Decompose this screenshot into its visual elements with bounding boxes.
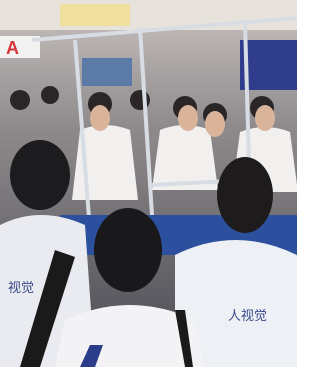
banner bbox=[60, 4, 130, 26]
shirt-text: 视觉 bbox=[8, 281, 34, 296]
head-left bbox=[10, 140, 70, 210]
photo: A 视觉 人视觉 bbox=[0, 0, 297, 367]
screen bbox=[82, 58, 132, 86]
ceiling bbox=[0, 0, 297, 30]
head-center bbox=[94, 208, 162, 292]
head-right bbox=[217, 157, 273, 233]
shirt-text: 人视觉 bbox=[228, 309, 267, 324]
sign-text: A bbox=[6, 38, 19, 58]
page: {"photo": {"sign_text": "A", "shirt_text… bbox=[0, 0, 297, 367]
